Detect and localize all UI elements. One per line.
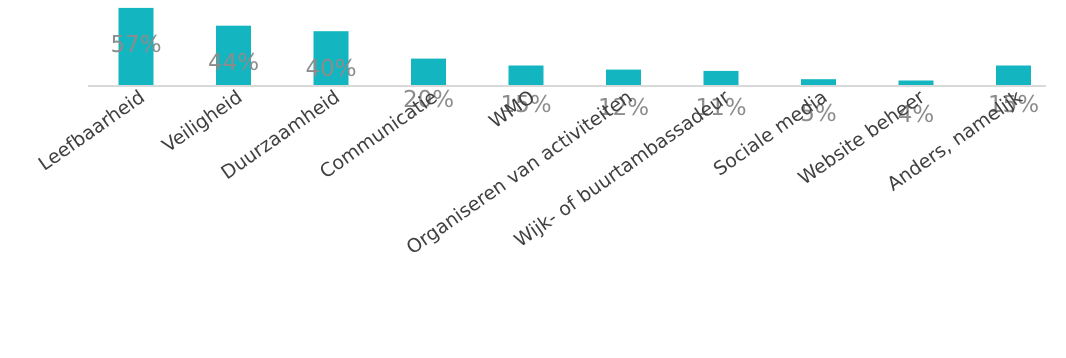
value-label-8: 5% xyxy=(800,101,837,127)
value-label-3: 40% xyxy=(305,56,356,82)
value-label-2: 44% xyxy=(208,50,259,76)
bar-3 xyxy=(313,31,349,86)
category-label-1: Leefbaarheid xyxy=(34,86,148,175)
value-label-10: 15% xyxy=(988,92,1039,118)
category-label-2: Veiligheid xyxy=(158,86,246,157)
bar-5 xyxy=(508,65,544,87)
bar-1 xyxy=(118,7,154,86)
value-label-1: 57% xyxy=(110,32,161,58)
bar-10 xyxy=(996,65,1031,87)
value-label-9: 4% xyxy=(898,102,935,128)
bar-8 xyxy=(801,79,836,87)
value-label-4: 20% xyxy=(403,87,454,113)
value-labels-group: 57% 44% 40% 20% 15% 12% 11% 5% 4% 15% xyxy=(110,32,1039,128)
bar-2 xyxy=(216,25,251,86)
value-label-5: 15% xyxy=(500,92,551,118)
value-label-7: 11% xyxy=(695,95,746,121)
value-label-6: 12% xyxy=(598,95,649,121)
bar-7 xyxy=(703,70,739,86)
bar-6 xyxy=(606,69,641,86)
bar-9 xyxy=(898,80,934,86)
bars-group xyxy=(118,7,1031,87)
bar-4 xyxy=(411,58,446,86)
